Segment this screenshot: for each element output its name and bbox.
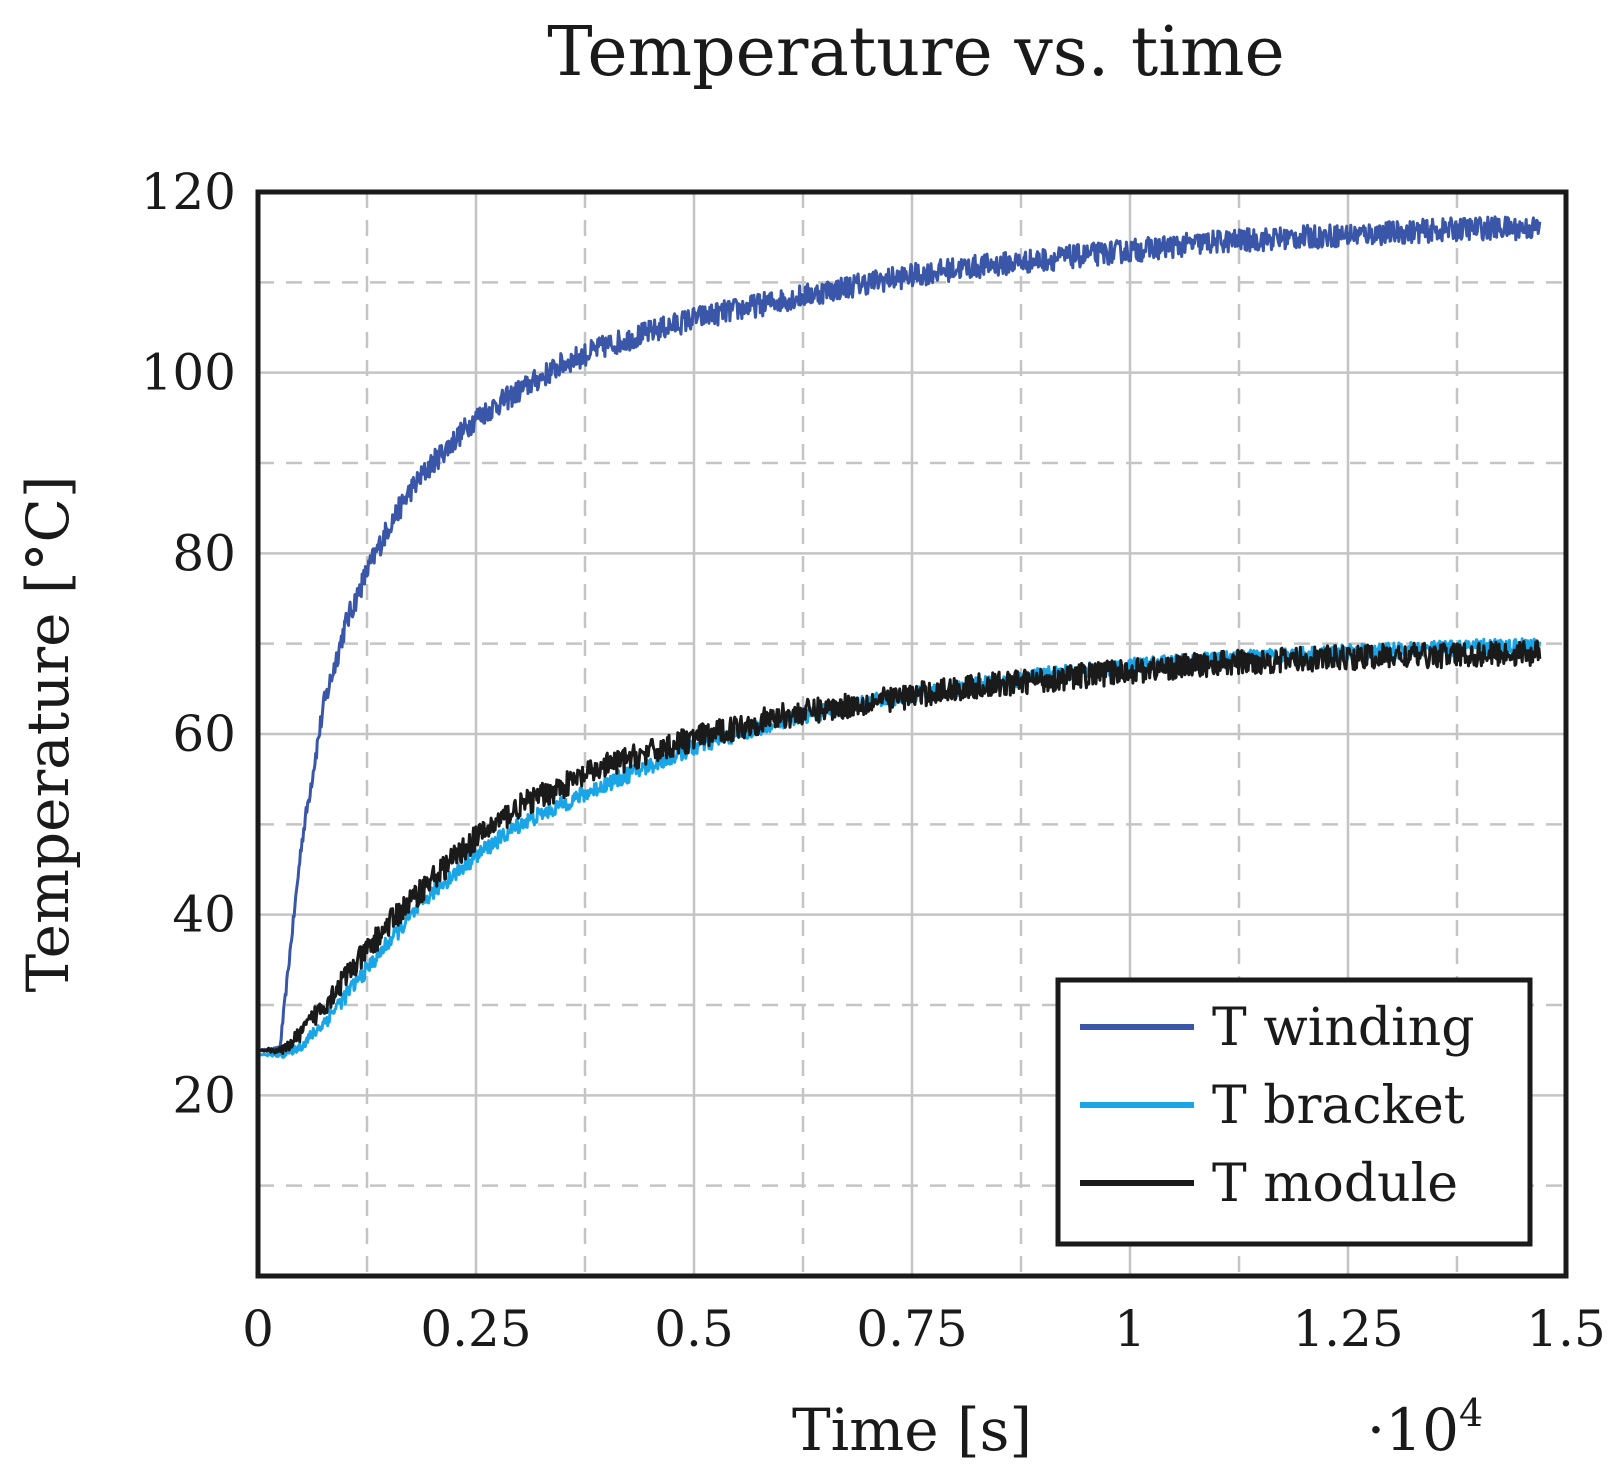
legend-label: T bracket	[1212, 1076, 1465, 1136]
y-tick-label: 60	[172, 705, 236, 763]
y-tick-label: 100	[141, 344, 236, 402]
legend-label: T winding	[1212, 998, 1475, 1058]
series-line-t-module	[258, 639, 1542, 1055]
x-tick-label: 0.5	[654, 1300, 734, 1358]
legend-label: T module	[1212, 1154, 1458, 1214]
x-tick-label: 1.25	[1292, 1300, 1403, 1358]
y-tick-label: 20	[172, 1066, 236, 1124]
y-tick-label: 120	[141, 163, 236, 221]
legend-entries: T winding T bracket T module	[1080, 998, 1475, 1214]
x-tick-label: 0.25	[420, 1300, 531, 1358]
x-tick-labels: 0 0.25 0.5 0.75 1 1.25 1.5	[242, 1300, 1606, 1358]
x-scale-multiplier: ·104	[1367, 1391, 1483, 1464]
x-tick-label: 1.5	[1526, 1300, 1606, 1358]
x-axis-label: Time [s]	[792, 1396, 1032, 1464]
y-tick-labels: 20 40 60 80 100 120	[141, 163, 236, 1124]
series-line-t-winding	[258, 215, 1542, 1054]
plot-frame	[255, 189, 1569, 1279]
x-tick-label: 0	[242, 1300, 274, 1358]
y-tick-label: 80	[172, 524, 236, 582]
chart-title: Temperature vs. time	[547, 13, 1284, 92]
y-tick-label: 40	[172, 886, 236, 944]
series-layer	[258, 215, 1542, 1059]
x-tick-label: 0.75	[856, 1300, 967, 1358]
y-axis-label: Temperature [°C]	[14, 475, 82, 992]
legend: T winding T bracket T module	[1055, 977, 1533, 1247]
x-scale-base: ·10	[1367, 1396, 1459, 1464]
x-tick-label: 1	[1114, 1300, 1146, 1358]
x-scale-exponent: 4	[1459, 1391, 1483, 1435]
